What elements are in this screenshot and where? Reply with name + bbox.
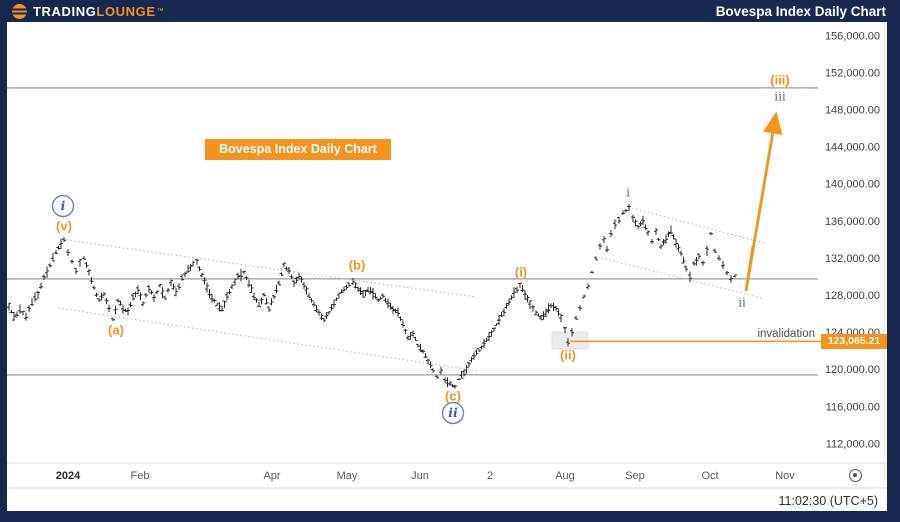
x-tick-6: Aug [555,470,575,482]
price-chart-canvas[interactable]: (v)(a)(b)(c)(i)(ii)(iii)iiiiiiiii156,000… [7,22,887,511]
channel-dotted-line-3[interactable] [600,257,763,299]
wave-label-grey-0[interactable]: i [626,186,630,200]
y-tick-11: 112,000.00 [826,438,880,450]
wave-label-orange-5[interactable]: (ii) [560,347,576,362]
trademark-symbol: ™ [156,7,164,15]
x-tick-5: 2 [487,470,493,482]
x-tick-8: Oct [701,470,718,482]
y-tick-10: 116,000.00 [826,401,880,413]
wave-circle-0[interactable] [51,194,75,218]
chart-floating-label: Bovespa Index Daily Chart [205,139,391,160]
wave-circle-label-1: ii [448,405,458,420]
wave-label-grey-2[interactable]: iii [774,90,786,104]
ohlc-price-bars [7,203,737,389]
x-tick-3: May [337,470,358,482]
x-tick-1: Feb [131,470,150,482]
brand-word-trading: TRADING [33,3,97,19]
y-tick-2: 148,000.00 [825,105,880,117]
x-tick-4: Jun [411,470,429,482]
y-tick-9: 120,000.00 [825,364,880,376]
y-tick-7: 128,000.00 [825,290,880,302]
wave-label-orange-0[interactable]: (v) [56,218,72,233]
demand-zone-box [551,331,589,350]
y-tick-0: 156,000.00 [825,30,880,42]
wave-circle-1[interactable] [441,401,465,425]
brand-logo[interactable]: TRADING LOUNGE ™ [12,3,164,19]
settings-gear-icon[interactable] [849,469,862,482]
y-tick-1: 152,000.00 [825,67,880,79]
wave-label-orange-1[interactable]: (a) [108,322,124,337]
projection-arrow[interactable] [744,111,783,292]
tradinglounge-logo-icon [12,3,27,19]
x-tick-7: Sep [625,470,645,482]
chart-card: (v) (a) (b) (c) (i) (ii) (iii) i ii iii i ii 156,000… [7,22,887,511]
clock-timestamp: 11:02:30 (UTC+5) [778,494,878,508]
top-bar: TRADING LOUNGE ™ Bovespa Index Daily Chart [0,0,900,22]
y-tick-3: 144,000.00 [825,142,880,154]
wave-label-orange-2[interactable]: (b) [349,257,366,272]
channel-dotted-line-0[interactable] [65,239,477,298]
brand-word-lounge: LOUNGE [96,3,156,19]
wave-circle-label-0: i [61,198,66,213]
x-tick-0: 2024 [56,470,81,482]
x-tick-2: Apr [263,470,280,482]
y-tick-6: 132,000.00 [825,253,880,265]
y-tick-4: 140,000.00 [825,179,880,191]
window-title: Bovespa Index Daily Chart [715,3,886,19]
invalidation-label: invalidation [757,328,815,340]
channel-dotted-line-2[interactable] [627,206,765,244]
invalidation-price-badge: 123,065.21 [821,334,887,349]
x-tick-9: Nov [775,470,795,482]
wave-label-grey-1[interactable]: ii [738,296,746,310]
channel-dotted-line-1[interactable] [57,307,480,372]
y-tick-5: 136,000.00 [825,216,880,228]
wave-label-orange-6[interactable]: (iii) [770,72,790,87]
wave-label-orange-3[interactable]: (c) [445,388,461,403]
wave-label-orange-4[interactable]: (i) [515,264,527,279]
